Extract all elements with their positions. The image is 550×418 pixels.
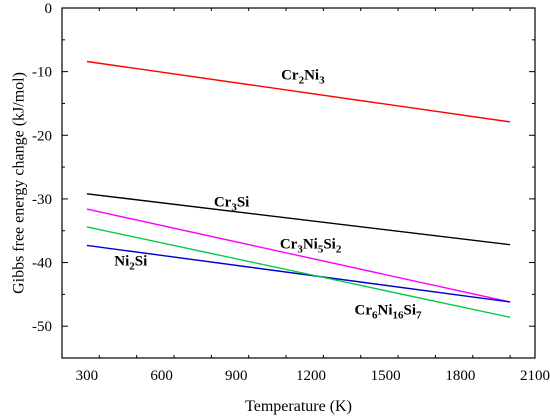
series-line-cr3ni5si2 xyxy=(86,208,511,303)
y-tick-label: 0 xyxy=(45,1,53,17)
series-line-cr6ni16si7 xyxy=(86,226,511,318)
series-labels: Cr2Ni3 Cr3Si Cr3Ni5Si2 Ni2Si Cr6Ni16Si7 xyxy=(114,67,422,321)
axes: 300 600 900 1200 1500 1800 2100 0 -10 -20 -30 -40 -5… xyxy=(32,1,550,384)
y-tick-label: -50 xyxy=(32,319,52,335)
y-axis-title: Gibbs free energy change (kJ/mol) xyxy=(11,72,28,294)
x-tick-label: 1200 xyxy=(296,368,326,384)
x-tick-label: 900 xyxy=(225,368,248,384)
series-label-cr3si: Cr3Si xyxy=(214,195,250,214)
x-tick-label: 600 xyxy=(150,368,173,384)
x-tick-label: 1500 xyxy=(371,368,401,384)
x-tick-label: 300 xyxy=(76,368,99,384)
plot-frame xyxy=(61,7,536,359)
x-tick-label: 2100 xyxy=(520,368,550,384)
series-line-cr2ni3 xyxy=(86,60,511,123)
y-tick-label: -20 xyxy=(32,128,52,144)
y-tick-label: -10 xyxy=(32,65,52,81)
x-axis-title: Temperature (K) xyxy=(245,398,352,415)
x-tick-label: 1800 xyxy=(445,368,475,384)
series-label-ni2si: Ni2Si xyxy=(114,254,147,273)
series-lines xyxy=(86,60,511,318)
series-label-cr6ni16si7: Cr6Ni16Si7 xyxy=(355,303,423,322)
series-line-cr3si xyxy=(86,193,511,246)
series-line-ni2si xyxy=(86,244,511,303)
y-tick-label: -40 xyxy=(32,256,52,272)
y-tick-label: -30 xyxy=(32,192,52,208)
series-label-cr2ni3: Cr2Ni3 xyxy=(281,67,325,86)
series-label-cr3ni5si2: Cr3Ni5Si2 xyxy=(280,237,342,256)
